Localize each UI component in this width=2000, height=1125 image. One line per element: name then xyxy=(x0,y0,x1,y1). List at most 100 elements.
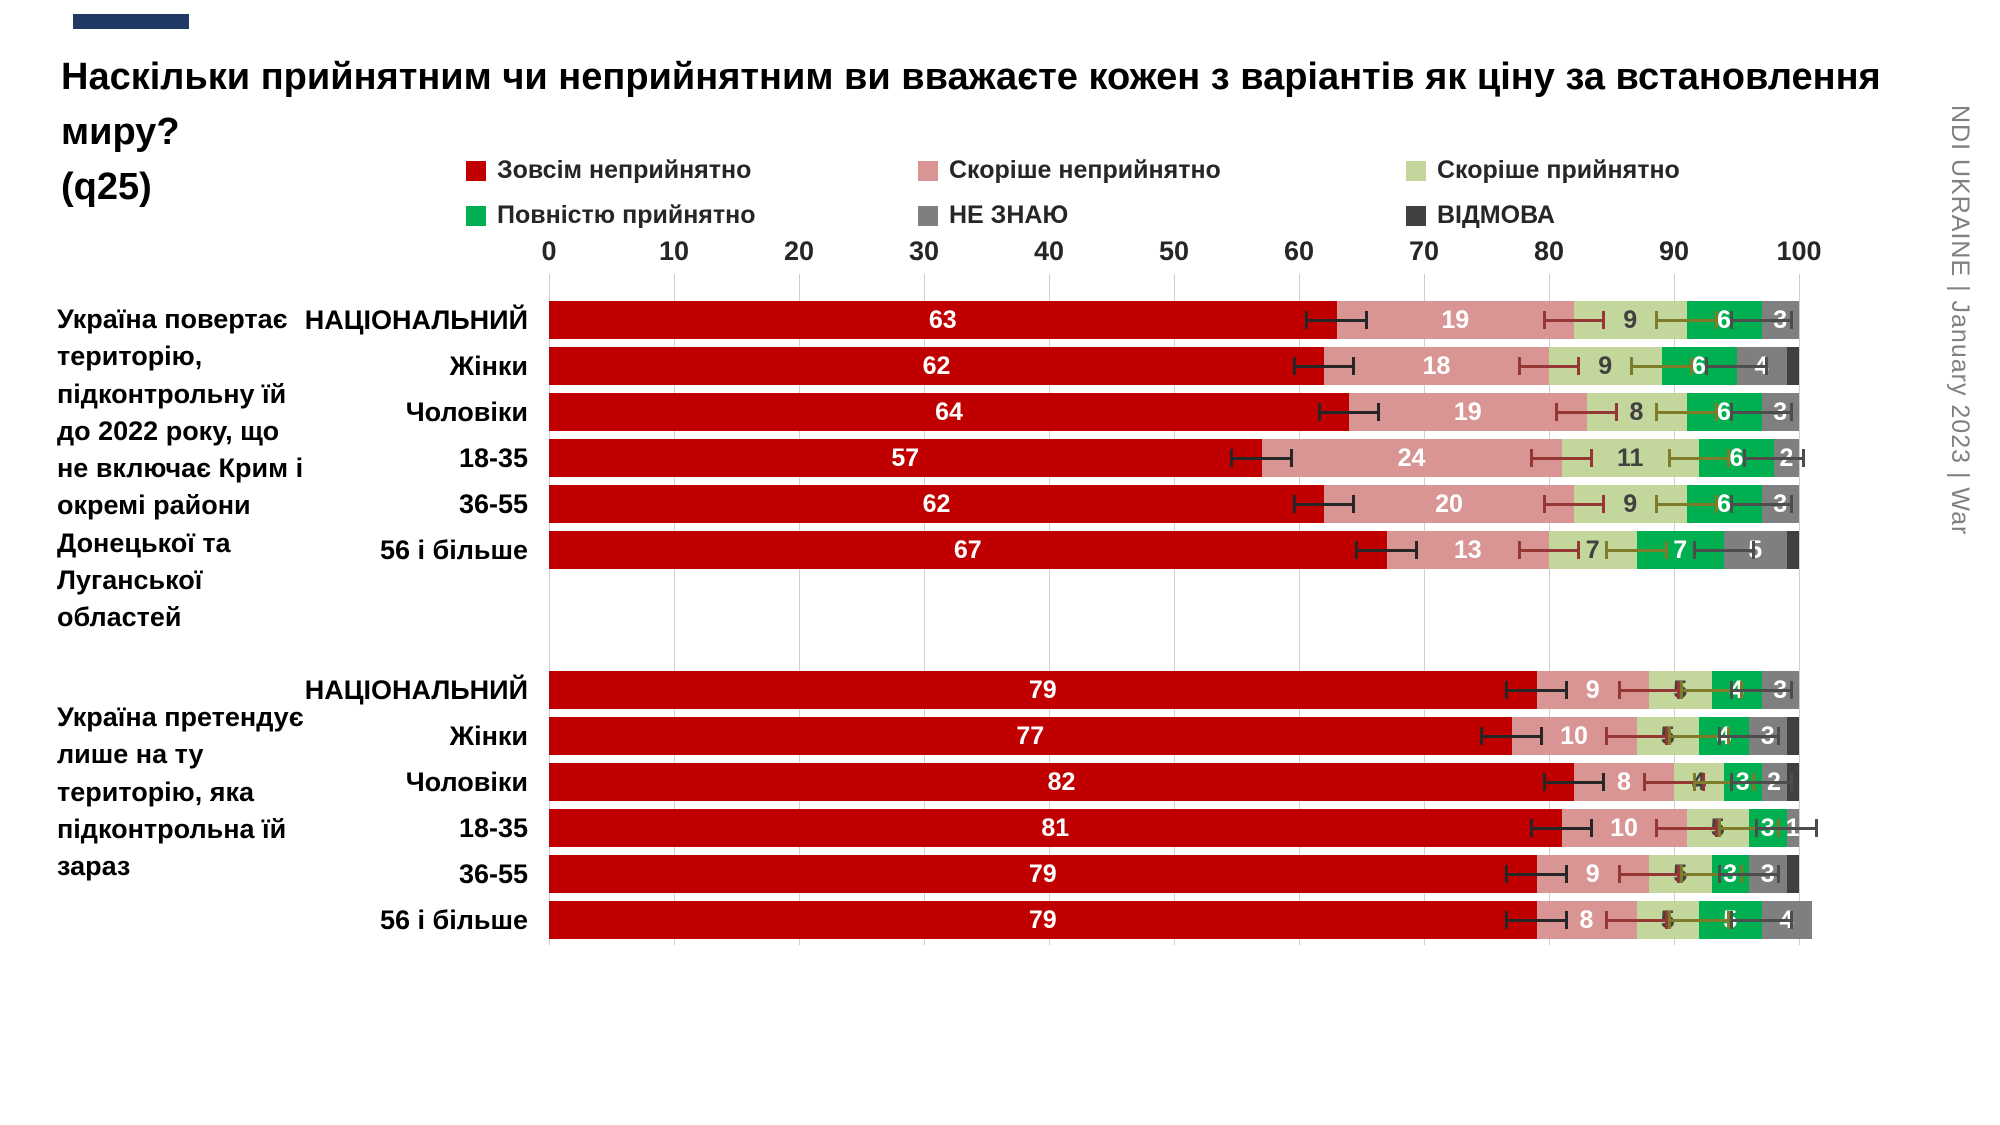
error-bar xyxy=(1542,495,1606,513)
legend-swatch xyxy=(1406,205,1426,226)
bar-value-label: 19 xyxy=(1453,397,1482,426)
error-bar-line xyxy=(1508,918,1565,922)
gridline xyxy=(799,274,800,945)
bar-segment xyxy=(1786,855,1799,893)
row-label: Чоловіки xyxy=(405,766,528,797)
bar-value-label: 11 xyxy=(1617,443,1644,472)
bar-value-label: 9 xyxy=(1623,489,1638,518)
error-bar xyxy=(1630,357,1693,375)
error-bar xyxy=(1667,449,1731,467)
bar-row: 8110531 xyxy=(549,809,1818,847)
error-bar xyxy=(1542,311,1606,329)
error-bar-line xyxy=(1708,364,1765,368)
legend-swatch xyxy=(918,160,938,181)
error-bar xyxy=(1305,311,1368,329)
bar-row: 67 13 7 7 5 xyxy=(549,531,1799,569)
bar-value-label: 18 xyxy=(1422,351,1451,380)
gridline xyxy=(1174,274,1175,945)
error-bar xyxy=(1655,403,1718,421)
bar-segment: 63 xyxy=(549,301,1337,339)
error-bar xyxy=(1542,773,1606,791)
legend-item: Скоріше неприйнятно xyxy=(918,156,1406,185)
error-bar-line xyxy=(1733,780,1790,784)
bar-segment: 20 xyxy=(1324,485,1574,523)
error-bar xyxy=(1505,681,1568,699)
error-bar xyxy=(1730,311,1793,329)
bar-row: 6218964 xyxy=(549,347,1799,385)
row-label: 18-35 xyxy=(458,442,528,473)
error-bar-line xyxy=(1758,826,1815,830)
axis-tick-label: 90 xyxy=(1658,236,1690,266)
error-bar-line xyxy=(1733,318,1790,322)
row-label: Жінки xyxy=(449,720,528,751)
error-bar xyxy=(1555,403,1618,421)
row-label: 56 і більше xyxy=(380,904,528,935)
bar-value-label: 81 xyxy=(1041,813,1070,842)
error-bar-line xyxy=(1533,826,1590,830)
error-bar-line xyxy=(1720,734,1778,738)
error-bar-line xyxy=(1683,688,1740,692)
bar-value-label: 6 xyxy=(1729,443,1744,472)
error-bar-line xyxy=(1733,918,1790,922)
x-axis: 0 10 20 30 40 50 60 70 80 90 100 xyxy=(541,236,1821,270)
bar-value-label: 8 xyxy=(1579,905,1594,934)
error-bar-line xyxy=(1695,548,1753,552)
row-label: 36-55 xyxy=(458,488,528,519)
error-bar xyxy=(1505,865,1568,883)
bar-segment xyxy=(1786,717,1799,755)
bar-value-label: 79 xyxy=(1028,905,1057,934)
error-bar-line xyxy=(1295,502,1353,506)
legend-item: НЕ ЗНАЮ xyxy=(918,201,1406,230)
accent-bar xyxy=(73,14,189,29)
error-bar-line xyxy=(1745,456,1803,460)
legend-label: ВІДМОВА xyxy=(1437,201,1555,229)
gridline xyxy=(1549,274,1550,945)
bar-segment: 57 xyxy=(549,439,1262,477)
gridline xyxy=(1674,274,1675,945)
axis-tick-label: 20 xyxy=(783,236,815,266)
axis-tick-label: 80 xyxy=(1533,236,1565,266)
error-bar-line xyxy=(1620,872,1678,876)
error-bar xyxy=(1517,357,1581,375)
bar-value-label: 13 xyxy=(1453,535,1482,564)
error-bar-line xyxy=(1508,872,1565,876)
group-label-territory-2022: Україна повертає територію, підконтрольн… xyxy=(57,304,304,632)
bar-value-label: 6 xyxy=(1717,305,1731,334)
legend-label: Скоріше прийнятно xyxy=(1437,156,1680,184)
error-bar xyxy=(1517,541,1581,559)
error-bar-line xyxy=(1670,456,1728,460)
bar-segment: 62 xyxy=(549,485,1324,523)
gridline xyxy=(1049,274,1050,945)
bar-value-label: 82 xyxy=(1047,767,1076,796)
error-bar xyxy=(1355,541,1418,559)
axis-tick-label: 0 xyxy=(541,236,557,266)
error-bar xyxy=(1742,449,1806,467)
bar-value-label: 20 xyxy=(1435,489,1463,518)
error-bar xyxy=(1230,449,1293,467)
bar-value-label: 62 xyxy=(922,489,951,518)
axis-tick-label: 30 xyxy=(908,236,940,266)
bar-value-label: 8 xyxy=(1617,767,1631,796)
error-bar xyxy=(1505,911,1568,929)
error-bar-line xyxy=(1508,688,1565,692)
legend-swatch xyxy=(466,160,486,181)
error-bar xyxy=(1530,449,1593,467)
axis-tick-label: 100 xyxy=(1776,236,1822,266)
error-bar-line xyxy=(1720,872,1778,876)
bar-segment: 64 xyxy=(549,393,1349,431)
error-bar-line xyxy=(1633,364,1690,368)
bar-value-label: 6 xyxy=(1717,489,1731,518)
error-bar xyxy=(1292,357,1356,375)
bar-value-label: 8 xyxy=(1629,397,1644,426)
error-bar-line xyxy=(1545,318,1603,322)
bar-value-label: 57 xyxy=(891,443,920,472)
bar-value-label: 6 xyxy=(1717,397,1731,426)
bar-value-label: 67 xyxy=(953,535,982,564)
axis-tick-label: 60 xyxy=(1283,236,1315,266)
axis-tick-label: 50 xyxy=(1158,236,1190,266)
error-bar xyxy=(1605,911,1668,929)
row-label: 56 і більше xyxy=(380,534,528,565)
plot-area: 6319963621896464198635724116262209636713… xyxy=(549,274,1818,945)
error-bar-line xyxy=(1670,918,1728,922)
error-bar xyxy=(1730,773,1793,791)
